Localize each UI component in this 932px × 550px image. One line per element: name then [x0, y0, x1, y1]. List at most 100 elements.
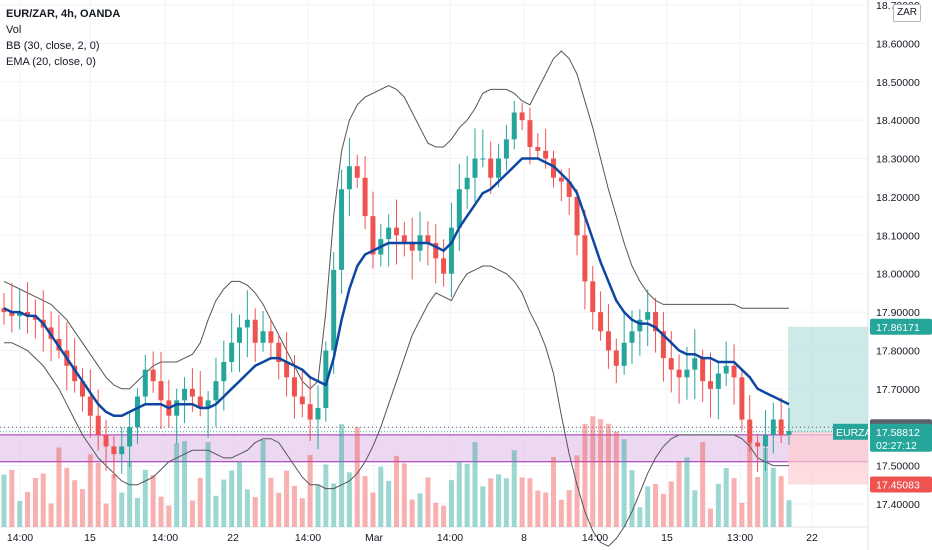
candle-down	[488, 158, 494, 178]
volume-bar	[339, 424, 345, 527]
volume-bar	[731, 478, 737, 527]
time-tick-label: 22	[227, 532, 239, 544]
candle-up	[723, 365, 729, 374]
stop-price-tag: 17.45083	[876, 479, 920, 491]
volume-bar	[668, 481, 674, 527]
candle-down	[755, 442, 761, 447]
volume-bar	[189, 500, 195, 527]
candle-up	[127, 427, 133, 447]
candle-down	[519, 112, 525, 121]
volume-bar	[32, 477, 38, 527]
volume-bar	[174, 443, 180, 527]
volume-bar	[17, 500, 23, 527]
price-tick-label: 17.70000	[876, 384, 920, 396]
time-axis[interactable]: 14:00 15 14:00 22 14:00 Mar 14:00 8 14:00 15 13:00…	[7, 532, 818, 544]
candle-up	[134, 396, 140, 428]
legend-vol[interactable]: Vol	[6, 24, 22, 36]
candle-down	[653, 312, 659, 332]
volume-bar	[394, 455, 399, 527]
candle-down	[95, 415, 101, 435]
volume-bars	[1, 416, 792, 527]
volume-bar	[64, 467, 70, 527]
price-tick-label: 18.60000	[876, 38, 920, 50]
time-tick-label: 22	[806, 532, 818, 544]
volume-bar	[284, 470, 290, 527]
candle-up	[142, 369, 148, 397]
candle-down	[676, 369, 682, 378]
price-tick-label: 18.40000	[876, 115, 920, 127]
volume-bar	[645, 486, 651, 527]
bb-lower-band	[4, 265, 789, 547]
candle-down	[354, 166, 360, 178]
candle-up	[315, 408, 321, 420]
time-tick-label: 14:00	[437, 532, 463, 544]
legend-ema[interactable]: EMA (20, close, 0)	[6, 56, 96, 68]
candle-down	[9, 312, 15, 316]
volume-bar	[425, 477, 431, 527]
candle-down	[284, 361, 290, 378]
volume-bar	[221, 479, 227, 527]
candle-down	[551, 158, 556, 178]
candle-up	[472, 158, 478, 178]
candle-down	[394, 227, 399, 236]
volume-bar	[503, 478, 509, 527]
price-tick-label: 17.80000	[876, 345, 920, 357]
candle-down	[268, 331, 274, 343]
volume-bar	[700, 442, 706, 527]
volume-bar	[315, 484, 321, 527]
volume-bar	[205, 442, 211, 527]
volume-bar	[346, 472, 352, 527]
volume-bar	[582, 423, 588, 527]
candle-down	[543, 150, 549, 159]
candle-up	[786, 431, 792, 435]
candle-up	[715, 373, 721, 389]
candle-down	[32, 315, 38, 320]
volume-bar	[134, 497, 140, 527]
candle-up	[346, 166, 352, 190]
candle-down	[708, 381, 713, 389]
symbol-title[interactable]: EUR/ZAR, 4h, OANDA	[6, 8, 121, 20]
candle-up	[621, 342, 627, 366]
volume-bar	[213, 495, 219, 527]
candle-up	[770, 419, 776, 435]
volume-bar	[527, 478, 533, 527]
candle-down	[276, 342, 282, 362]
volume-bar	[543, 492, 549, 527]
volume-bar	[244, 489, 250, 527]
candle-up	[323, 350, 329, 409]
candle-down	[401, 235, 407, 243]
volume-bar	[448, 480, 454, 527]
candle-down	[111, 446, 117, 455]
candle-up	[637, 319, 643, 332]
volume-bar	[25, 491, 31, 527]
candle-up	[511, 112, 517, 140]
price-tick-label: 18.20000	[876, 192, 920, 204]
support-zone	[0, 434, 868, 462]
volume-bar	[747, 439, 753, 527]
candle-up	[386, 227, 392, 240]
candle-down	[582, 235, 588, 282]
volume-bar	[307, 454, 313, 527]
volume-bar	[182, 441, 188, 527]
volume-bar	[386, 480, 392, 527]
legend-bb[interactable]: BB (30, close, 2, 0)	[6, 40, 100, 52]
volume-bar	[150, 474, 156, 527]
candle-up	[448, 227, 454, 274]
volume-bar	[574, 455, 580, 527]
time-tick-label: 14:00	[7, 532, 33, 544]
volume-bar	[48, 503, 54, 527]
price-tick-label: 18.10000	[876, 230, 920, 242]
time-tick-label: Mar	[365, 532, 384, 544]
volume-bar	[456, 461, 462, 527]
time-tick-label: 14:00	[295, 532, 321, 544]
stop-price-tag-bg	[870, 476, 932, 493]
price-tick-label: 18.50000	[876, 77, 920, 89]
volume-bar	[80, 489, 85, 527]
volume-bar	[598, 419, 604, 527]
candle-up	[221, 361, 227, 382]
candle-up	[213, 381, 219, 401]
volume-bar	[197, 477, 203, 527]
volume-bar	[629, 470, 635, 527]
currency-button[interactable]: ZAR	[893, 4, 921, 22]
